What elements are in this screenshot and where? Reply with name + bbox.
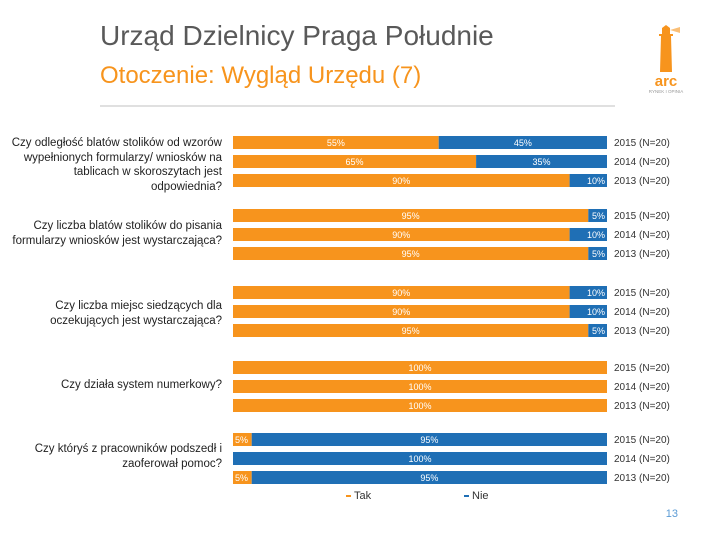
label-nie-g2-r1: 5% xyxy=(592,211,605,221)
bar-nie-g2-r1 xyxy=(588,209,607,222)
bar-nie-g3-r3 xyxy=(588,324,607,337)
label-nie-g2-r3: 5% xyxy=(592,249,605,259)
lighthouse-icon xyxy=(659,25,673,72)
legend-item-tak: Tak xyxy=(346,490,371,502)
label-tak-g3-r3: 95% xyxy=(402,326,420,336)
label-tak-g5-r1: 5% xyxy=(235,435,248,445)
year-label-g4-r1: 2015 (N=20) xyxy=(614,363,670,374)
bar-tak-g5-r1 xyxy=(233,433,252,446)
arc-logo: arc RYNEK I OPINIA xyxy=(649,25,683,94)
question-label-5: Czy któryś z pracowników podszedł i zaof… xyxy=(34,443,222,470)
year-label-g2-r2: 2014 (N=20) xyxy=(614,230,670,241)
bar-tak-g1-r1 xyxy=(233,136,439,149)
label-tak-g3-r2: 90% xyxy=(392,307,410,317)
label-tak-g1-r1: 55% xyxy=(327,138,345,148)
logo-tagline: RYNEK I OPINIA xyxy=(649,89,683,94)
bar-tak-g4-r1 xyxy=(233,361,607,374)
bar-tak-g4-r3 xyxy=(233,399,607,412)
year-label-g5-r1: 2015 (N=20) xyxy=(614,435,670,446)
bar-nie-g3-r2 xyxy=(569,305,607,318)
bar-tak-g1-r3 xyxy=(233,174,570,187)
label-nie-g1-r2: 35% xyxy=(533,157,551,167)
label-tak-g4-r2: 100% xyxy=(408,382,431,392)
label-tak-g4-r3: 100% xyxy=(408,401,431,411)
label-tak-g5-r3: 5% xyxy=(235,473,248,483)
label-nie-g3-r1: 10% xyxy=(587,288,605,298)
year-label-g4-r2: 2014 (N=20) xyxy=(614,382,670,393)
bar-nie-g5-r1 xyxy=(251,433,607,446)
legend-item-nie: Nie xyxy=(464,490,489,502)
slide-subtitle: Otoczenie: Wygląd Urzędu (7) xyxy=(100,62,422,89)
bar-tak-g3-r3 xyxy=(233,324,589,337)
bar-nie-g1-r2 xyxy=(476,155,607,168)
bar-tak-g3-r1 xyxy=(233,286,570,299)
label-tak-g4-r1: 100% xyxy=(408,363,431,373)
bar-tak-g5-r3 xyxy=(233,471,252,484)
label-tak-g1-r2: 65% xyxy=(346,157,364,167)
logo-wordmark: arc xyxy=(655,73,678,90)
label-tak-g2-r2: 90% xyxy=(392,230,410,240)
year-label-g1-r1: 2015 (N=20) xyxy=(614,138,670,149)
legend-label-tak: Tak xyxy=(354,490,372,502)
question-label-1: Czy odległość blatów stolików od wzorów … xyxy=(11,137,222,193)
bar-tak-g2-r2 xyxy=(233,228,570,241)
bar-tak-g1-r2 xyxy=(233,155,477,168)
question-label-2: Czy liczba blatów stolików do pisania fo… xyxy=(12,220,222,247)
label-tak-g2-r1: 95% xyxy=(402,211,420,221)
label-nie-g1-r1: 45% xyxy=(514,138,532,148)
year-label-g5-r2: 2014 (N=20) xyxy=(614,454,670,465)
question-label-4: Czy działa system numerkowy? xyxy=(60,379,222,391)
label-nie-g2-r2: 10% xyxy=(587,230,605,240)
year-label-g2-r3: 2013 (N=20) xyxy=(614,249,670,260)
page-number: 13 xyxy=(665,508,678,520)
bar-tak-g4-r2 xyxy=(233,380,607,393)
label-nie-g3-r3: 5% xyxy=(592,326,605,336)
year-label-g3-r3: 2013 (N=20) xyxy=(614,326,670,337)
year-label-g5-r3: 2013 (N=20) xyxy=(614,473,670,484)
legend-swatch-tak xyxy=(346,495,351,498)
bar-nie-g2-r2 xyxy=(569,228,607,241)
bar-nie-g5-r3 xyxy=(251,471,607,484)
year-label-g3-r1: 2015 (N=20) xyxy=(614,288,670,299)
bar-tak-g2-r1 xyxy=(233,209,589,222)
bar-nie-g3-r1 xyxy=(569,286,607,299)
label-nie-g5-r1: 95% xyxy=(420,435,438,445)
bar-tak-g2-r3 xyxy=(233,247,589,260)
bar-nie-g1-r1 xyxy=(438,136,607,149)
label-nie-g5-r3: 95% xyxy=(420,473,438,483)
label-tak-g1-r3: 90% xyxy=(392,176,410,186)
label-tak-g3-r1: 90% xyxy=(392,288,410,298)
bar-nie-g1-r3 xyxy=(569,174,607,187)
bar-nie-g5-r2 xyxy=(233,452,607,465)
year-label-g3-r2: 2014 (N=20) xyxy=(614,307,670,318)
label-nie-g5-r2: 100% xyxy=(408,454,431,464)
label-nie-g3-r2: 10% xyxy=(587,307,605,317)
slide-title: Urząd Dzielnicy Praga Południe xyxy=(100,20,494,51)
bar-tak-g3-r2 xyxy=(233,305,570,318)
year-label-g2-r1: 2015 (N=20) xyxy=(614,211,670,222)
question-label-3: Czy liczba miejsc siedzących dla oczekuj… xyxy=(50,300,222,327)
label-nie-g1-r3: 10% xyxy=(587,176,605,186)
year-label-g1-r3: 2013 (N=20) xyxy=(614,176,670,187)
year-label-g1-r2: 2014 (N=20) xyxy=(614,157,670,168)
bar-nie-g2-r3 xyxy=(588,247,607,260)
year-label-g4-r3: 2013 (N=20) xyxy=(614,401,670,412)
label-tak-g2-r3: 95% xyxy=(402,249,420,259)
legend-swatch-nie xyxy=(464,495,469,498)
title-divider xyxy=(100,105,615,107)
legend-label-nie: Nie xyxy=(472,490,489,502)
